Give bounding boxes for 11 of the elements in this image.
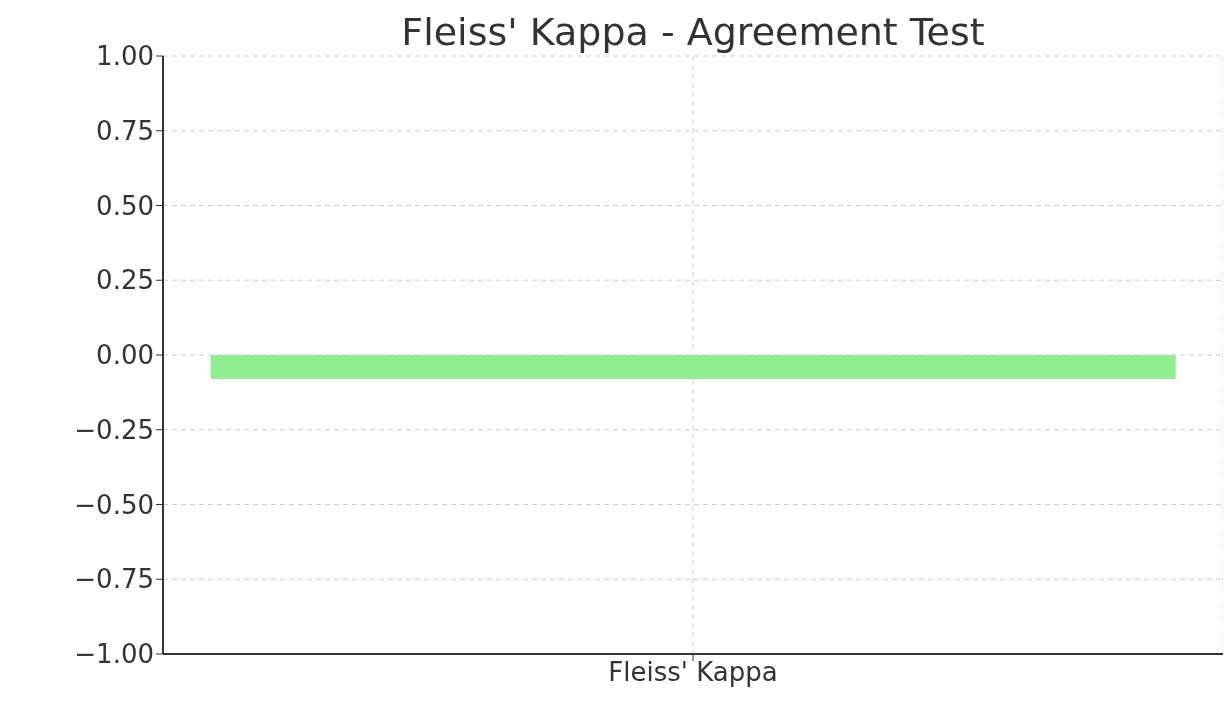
y-tick-label: 0.00: [96, 340, 154, 371]
y-tick-label: −0.75: [74, 564, 154, 595]
x-tick-label: Fleiss' Kappa: [608, 657, 778, 688]
y-tick-label: 0.50: [96, 190, 154, 221]
y-tick-label: 0.75: [96, 115, 154, 146]
chart-title: Fleiss' Kappa - Agreement Test: [400, 9, 986, 56]
y-tick-label: −1.00: [74, 639, 154, 670]
y-tick-label: −0.50: [74, 489, 154, 520]
y-tick-label: −0.25: [74, 414, 154, 445]
y-tick-label: 0.25: [96, 265, 154, 296]
y-tick-label: 1.00: [96, 41, 154, 72]
